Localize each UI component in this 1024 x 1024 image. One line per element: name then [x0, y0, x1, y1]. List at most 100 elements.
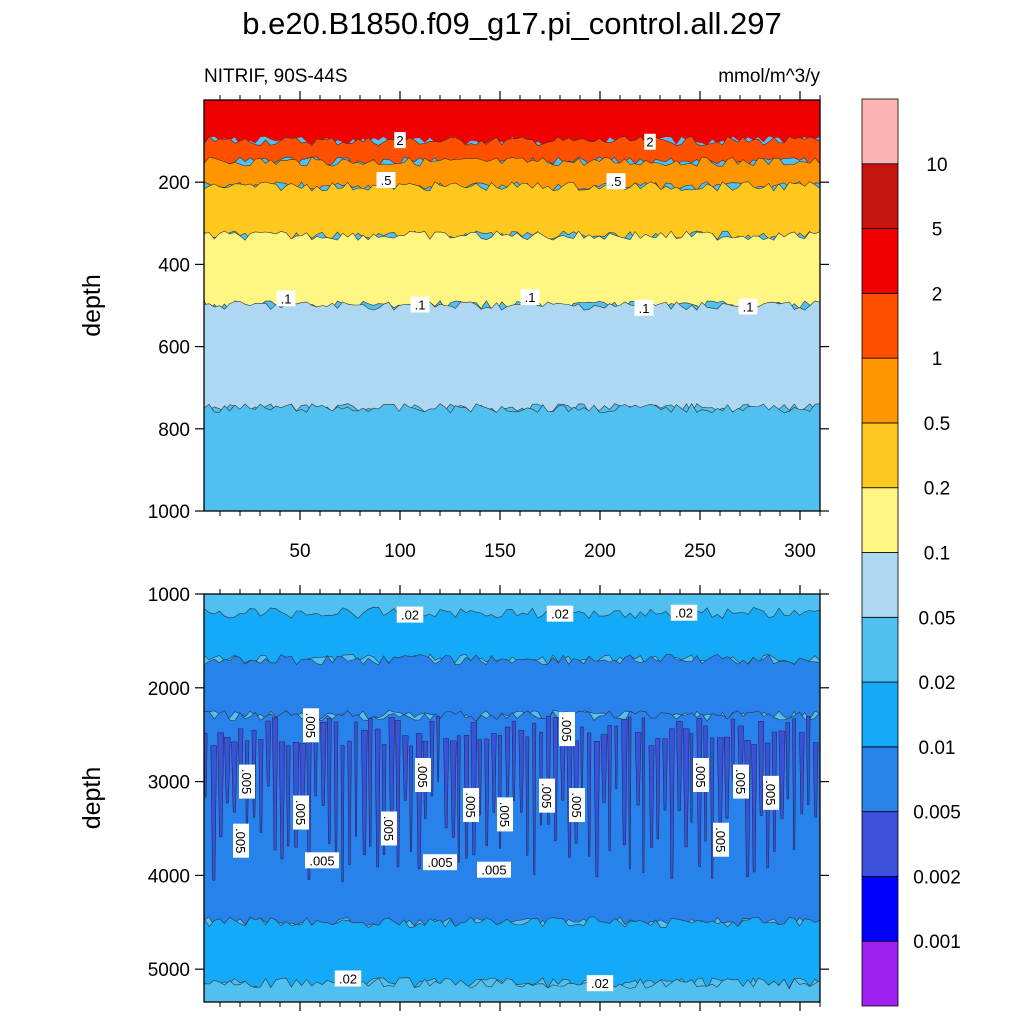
contour-label: 2	[644, 133, 656, 150]
contour-label-text: .005	[763, 780, 778, 805]
figure-title: b.e20.B1850.f09_g17.pi_control.all.297	[242, 6, 782, 41]
contour-label: .005	[293, 795, 309, 830]
contour-label-box	[381, 811, 397, 846]
contour-label-text: .005	[481, 863, 506, 878]
contour-label-text: .1	[281, 291, 292, 306]
contour-label: .005	[415, 758, 431, 793]
contour-label-box	[670, 604, 698, 621]
y-tick-label: 3000	[148, 773, 190, 794]
y-tick-label: 5000	[148, 960, 190, 981]
contour-label: .005	[233, 823, 249, 858]
contour-label-text: .02	[675, 606, 693, 621]
y-tick-label: 400	[158, 255, 190, 276]
contour-label-text: .005	[381, 816, 396, 841]
contour-label-box	[463, 788, 479, 823]
x-tick-label: 200	[584, 541, 616, 562]
x-tick-label: 150	[484, 541, 516, 562]
contour-label-box	[586, 975, 614, 992]
contour-label-box	[693, 758, 709, 793]
contour-label-box	[763, 775, 779, 810]
contour-label-text: .005	[569, 792, 584, 817]
contour-label-text: .02	[401, 608, 419, 623]
contour-label-text: .1	[525, 290, 536, 305]
contour-band	[203, 300, 821, 414]
contour-label-text: .5	[381, 173, 392, 188]
contour-label: .02	[586, 975, 614, 992]
contour-label: .1	[738, 298, 758, 315]
contour-band	[203, 230, 821, 311]
contour-label: .02	[334, 970, 362, 987]
colorbar-swatch	[861, 940, 899, 1007]
contour-label: .005	[463, 788, 479, 823]
contour-label-text: .5	[611, 174, 622, 189]
contour-label: .005	[733, 764, 749, 799]
contour-label-text: 2	[646, 135, 653, 150]
colorbar-label: 0.2	[924, 479, 950, 500]
y-axis-label: depth	[78, 767, 106, 830]
contour-label: .005	[477, 861, 511, 878]
colorbar-swatch	[861, 552, 899, 618]
contour-label: .1	[276, 290, 296, 307]
contour-label-box	[559, 712, 575, 747]
contour-label-text: .02	[551, 607, 569, 622]
contour-band	[203, 977, 821, 1003]
contour-label-box	[276, 290, 296, 307]
contour-label-text: .005	[233, 828, 248, 853]
contour-label-text: .02	[339, 971, 357, 986]
y-tick-label: 2000	[148, 679, 190, 700]
y-tick-label: 800	[158, 420, 190, 441]
left-subtitle: NITRIF, 90S-44S	[204, 66, 348, 87]
contour-label-text: .005	[733, 769, 748, 794]
plot-frame	[203, 99, 821, 512]
contour-label-text: .005	[713, 827, 728, 852]
contour-band	[204, 100, 820, 146]
contour-label-text: .005	[239, 769, 254, 794]
contour-label-text: .1	[743, 300, 754, 315]
colorbar-label: 0.005	[913, 803, 961, 824]
colorbar-swatch	[861, 616, 899, 683]
contour-label-text: .005	[693, 762, 708, 787]
contour-label-text: .005	[303, 713, 318, 738]
x-tick-label: 300	[784, 541, 816, 562]
contour-band	[203, 403, 821, 512]
contour-label-box	[520, 289, 540, 306]
contour-label-text: .005	[463, 792, 478, 817]
colorbar-swatch	[861, 422, 899, 489]
contour-label-text: .005	[415, 762, 430, 787]
y-tick-label: 600	[158, 338, 190, 359]
contour-label: .5	[376, 171, 396, 188]
contour-label: .005	[303, 708, 319, 743]
colorbar-swatch	[861, 292, 899, 359]
contour-label: .005	[763, 775, 779, 810]
contour-label-text: .005	[293, 800, 308, 825]
y-tick-label: 1000	[148, 502, 190, 523]
colorbar-swatch	[861, 876, 899, 942]
colorbar-swatch	[861, 681, 899, 748]
colorbar-swatch	[861, 487, 899, 553]
contour-label: .005	[569, 788, 585, 823]
contour-label-box	[415, 758, 431, 793]
contour-label: .005	[423, 854, 457, 871]
contour-label-text: 2	[396, 133, 403, 148]
contour-label-text: .1	[639, 301, 650, 316]
colorbar-label: 0.5	[924, 414, 950, 435]
contour-label: .005	[497, 797, 513, 832]
lower-panel: 1000 2000 3000 4000 5000 depth .02 .02 .02 .02 .02…	[78, 585, 829, 1011]
contour-label-box	[539, 778, 555, 813]
contour-label-box	[644, 133, 656, 150]
contour-band	[203, 653, 821, 722]
contour-label-text: .005	[309, 853, 334, 868]
contour-label-box	[233, 823, 249, 858]
contour-label: .005	[539, 778, 555, 813]
colorbar-label: 0.05	[919, 608, 956, 629]
x-tick-label: 250	[684, 541, 716, 562]
contour-label: .005	[693, 758, 709, 793]
contour-label-box	[239, 764, 255, 799]
contour-band	[203, 181, 821, 241]
right-subtitle: mmol/m^3/y	[718, 66, 820, 87]
contour-label-box	[305, 852, 339, 869]
contour-label-box	[497, 797, 513, 832]
contour-label-text: .1	[415, 298, 426, 313]
contour-region-0.005	[203, 715, 819, 883]
y-tick-label: 200	[158, 173, 190, 194]
